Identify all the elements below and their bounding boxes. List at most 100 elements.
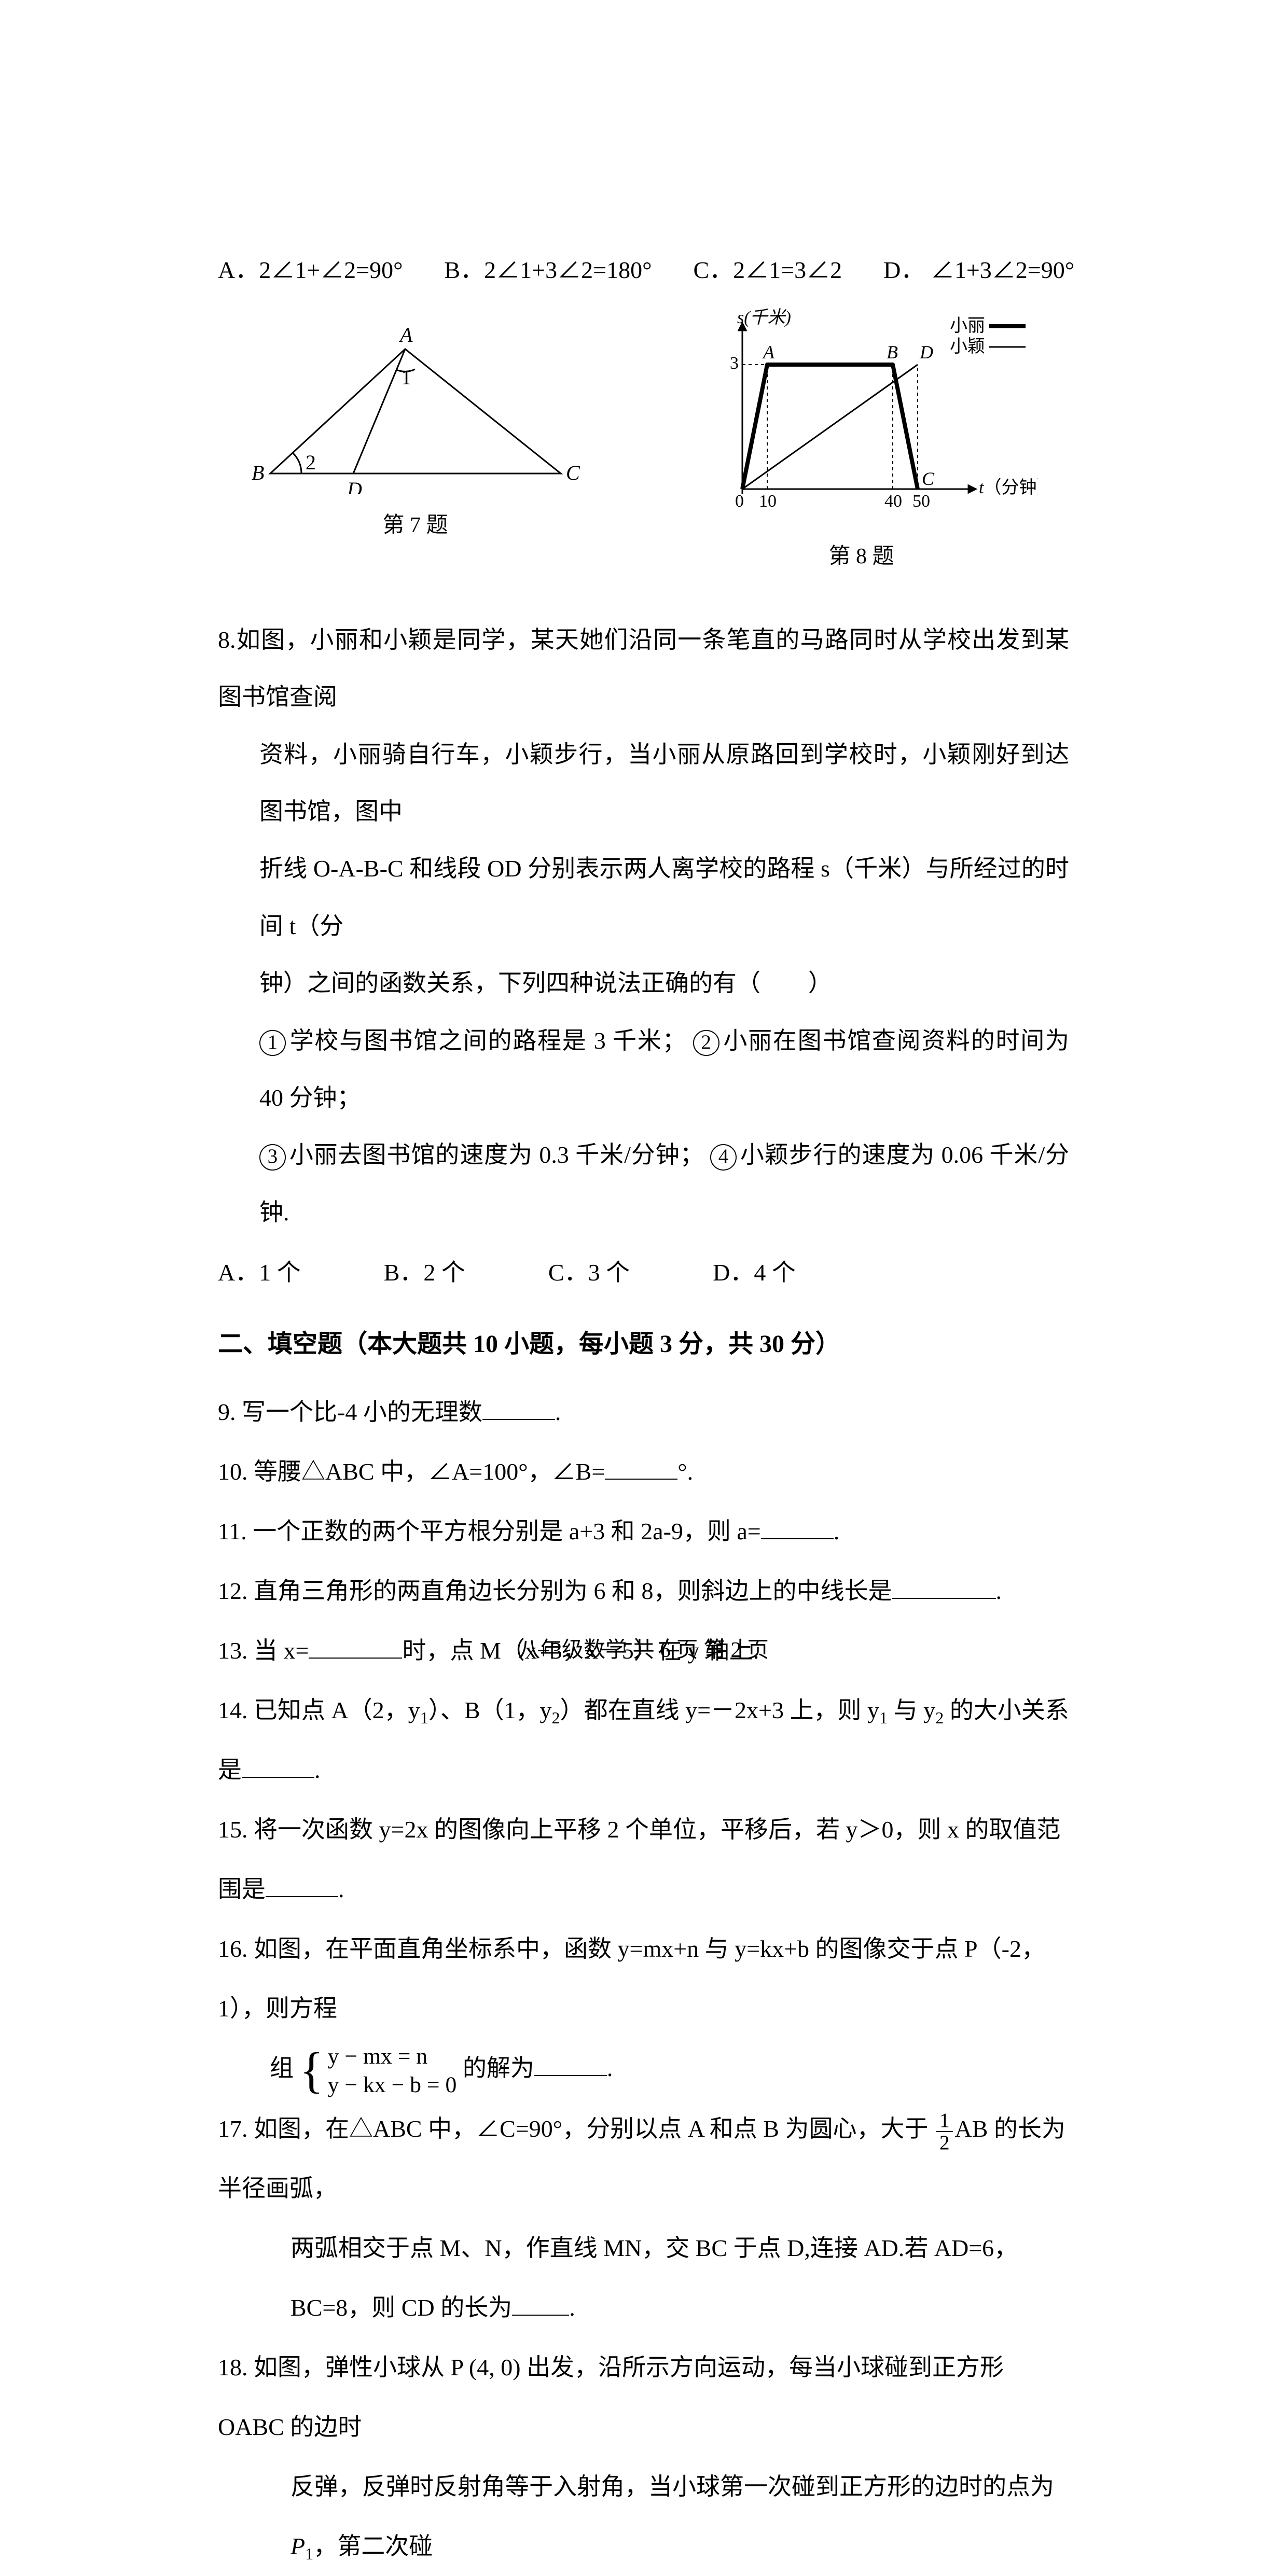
q14-c: ）都在直线 y=－2x+3 上，则 y [560, 1697, 879, 1723]
figures-row: A B C D 1 2 第 7 题 [218, 308, 1069, 570]
q8-chart: 0 10 40 50 3 A B D C s(千米) t（分钟） [685, 308, 1038, 525]
q8-s1: 学校与图书馆之间的路程是 3 千米； [289, 1027, 686, 1054]
svg-text:D: D [347, 478, 362, 494]
q8-options: A．1 个 B．2 个 C．3 个 D．4 个 [218, 1244, 1069, 1301]
q8-statements-34: 3小丽去图书馆的速度为 0.3 千米/分钟； 4小颖步行的速度为 0.06 千米… [218, 1126, 1069, 1241]
svg-text:50: 50 [912, 492, 930, 511]
q17-blank [512, 2289, 569, 2316]
q7-options: A．2∠1+∠2=90° B．2∠1+3∠2=180° C．2∠1=3∠2 D．… [218, 249, 1069, 292]
q11: 11. 一个正数的两个平方根分别是 a+3 和 2a-9，则 a=. [218, 1501, 1069, 1561]
q12: 12. 直角三角形的两直角边长分别为 6 和 8，则斜边上的中线长是. [218, 1561, 1069, 1621]
svg-text:A: A [398, 328, 413, 346]
q8-figure-wrap: 0 10 40 50 3 A B D C s(千米) t（分钟） [685, 308, 1038, 570]
page-footer: 八年级数学 共 6 页 第 2 页 [0, 1632, 1287, 1664]
q15-b: . [338, 1876, 344, 1902]
q14-b: ）、B（1，y [428, 1697, 552, 1723]
q17-a: 17. 如图，在△ABC 中，∠C=90°，分别以点 A 和点 B 为圆心，大于 [218, 2115, 934, 2142]
q14: 14. 已知点 A（2，y1）、B（1，y2）都在直线 y=－2x+3 上，则 … [218, 1680, 1069, 1800]
q8-s3: 小丽去图书馆的速度为 0.3 千米/分钟； [289, 1141, 704, 1168]
q16-prefix: 组 [270, 2055, 294, 2081]
q16-system: { y − mx = n y − kx − b = 0 [300, 2042, 457, 2099]
q10-a: 10. 等腰△ABC 中，∠A=100°，∠B= [218, 1458, 605, 1485]
svg-text:t（分钟）: t（分钟） [979, 478, 1038, 497]
section2-title: 二、填空题（本大题共 10 小题，每小题 3 分，共 30 分） [218, 1317, 1069, 1372]
sub-p1: 1 [305, 2544, 313, 2563]
circled-1: 1 [259, 1030, 286, 1056]
q15: 15. 将一次函数 y=2x 的图像向上平移 2 个单位，平移后，若 y＞0，则… [218, 1800, 1069, 1919]
q14-f: . [314, 1757, 321, 1783]
q8-option-c: C．3 个 [548, 1244, 630, 1301]
circled-4: 4 [710, 1144, 737, 1171]
q16-eq1: y − mx = n [328, 2042, 457, 2071]
q8-option-a: A．1 个 [218, 1244, 301, 1301]
svg-text:C: C [922, 468, 935, 489]
q12-b: . [996, 1578, 1002, 1604]
sub-2b: 2 [935, 1708, 944, 1727]
sub-2a: 2 [552, 1708, 560, 1727]
q8-statements-12: 1学校与图书馆之间的路程是 3 千米； 2小丽在图书馆查阅资料的时间为 40 分… [218, 1012, 1069, 1127]
circled-2: 2 [693, 1030, 719, 1056]
q12-blank [892, 1571, 996, 1599]
q7-option-d: D． ∠1+3∠2=90° [883, 249, 1074, 292]
q16-end: . [607, 2055, 613, 2081]
svg-text:40: 40 [884, 492, 902, 511]
q8-line4: 钟）之间的函数关系，下列四种说法正确的有（ ） [218, 955, 1069, 1012]
q8-line2: 资料，小丽骑自行车，小颖步行，当小丽从原路回到学校时，小颖刚好到达图书馆，图中 [218, 726, 1069, 841]
q9: 9. 写一个比-4 小的无理数. [218, 1382, 1069, 1442]
q10-blank [605, 1452, 677, 1480]
svg-text:D: D [919, 342, 933, 363]
q11-a: 11. 一个正数的两个平方根分别是 a+3 和 2a-9，则 a= [218, 1518, 761, 1544]
q10: 10. 等腰△ABC 中，∠A=100°，∠B= °. [218, 1442, 1069, 1501]
svg-text:3: 3 [730, 354, 739, 373]
q10-b: °. [677, 1458, 693, 1485]
q17-d: . [569, 2294, 575, 2321]
exam-page: A．2∠1+∠2=90° B．2∠1+3∠2=180° C．2∠1=3∠2 D．… [0, 0, 1287, 1819]
q8-option-d: D．4 个 [713, 1244, 796, 1301]
svg-text:10: 10 [759, 492, 777, 511]
svg-text:B: B [252, 461, 264, 484]
q11-blank [761, 1512, 834, 1539]
svg-text:0: 0 [735, 492, 744, 511]
q18: 18. 如图，弹性小球从 P (4, 0) 出发，沿所示方向运动，每当小球碰到正… [218, 2337, 1069, 2576]
svg-text:A: A [762, 342, 775, 363]
svg-text:2: 2 [306, 451, 316, 474]
q16-eq2: y − kx − b = 0 [328, 2071, 457, 2099]
q15-a: 15. 将一次函数 y=2x 的图像向上平移 2 个单位，平移后，若 y＞0，则… [218, 1816, 1060, 1902]
q7-figure-wrap: A B C D 1 2 第 7 题 [250, 328, 582, 570]
q18-p1: P [290, 2533, 305, 2559]
q18-a: 18. 如图，弹性小球从 P (4, 0) 出发，沿所示方向运动，每当小球碰到正… [218, 2354, 1004, 2440]
q7-option-c: C．2∠1=3∠2 [693, 249, 842, 292]
q18-c: ，第二次碰 [313, 2533, 433, 2559]
q7-caption: 第 7 题 [250, 507, 582, 539]
q12-a: 12. 直角三角形的两直角边长分别为 6 和 8，则斜边上的中线长是 [218, 1578, 892, 1604]
q8-option-b: B．2 个 [384, 1244, 465, 1301]
svg-text:小颖: 小颖 [950, 337, 985, 356]
q14-a: 14. 已知点 A（2，y [218, 1697, 420, 1723]
svg-text:小丽: 小丽 [950, 316, 985, 336]
q7-diagram: A B C D 1 2 [250, 328, 582, 494]
q14-d: 与 y [888, 1697, 935, 1723]
sub-1b: 1 [879, 1708, 888, 1727]
q17-c: 两弧相交于点 M、N，作直线 MN，交 BC 于点 D,连接 AD.若 AD=6… [290, 2235, 1018, 2321]
sub-1a: 1 [420, 1708, 428, 1727]
svg-text:B: B [887, 342, 898, 363]
svg-text:s(千米): s(千米) [737, 308, 791, 327]
fraction-half: 12 [936, 2110, 953, 2153]
q16-blank [534, 2049, 607, 2076]
q8-caption: 第 8 题 [685, 538, 1038, 570]
q9-end: . [555, 1399, 561, 1425]
q9-blank [482, 1393, 555, 1420]
q7-option-a: A．2∠1+∠2=90° [218, 249, 403, 292]
q9-text: 9. 写一个比-4 小的无理数 [218, 1399, 482, 1425]
q8-stem: 8.如图，小丽和小颖是同学，某天她们沿同一条笔直的马路同时从学校出发到某图书馆查… [218, 611, 1069, 1241]
svg-text:C: C [566, 461, 580, 484]
q16-a: 16. 如图，在平面直角坐标系中，函数 y=mx+n 与 y=kx+b 的图像交… [218, 1936, 1045, 2022]
q8-line1: 8.如图，小丽和小颖是同学，某天她们沿同一条笔直的马路同时从学校出发到某图书馆查… [218, 626, 1069, 710]
q18-b: 反弹，反弹时反射角等于入射角，当小球第一次碰到正方形的边时的点为 [290, 2473, 1054, 2500]
q14-blank [242, 1750, 314, 1778]
q11-b: . [834, 1518, 840, 1544]
q7-option-b: B．2∠1+3∠2=180° [445, 249, 652, 292]
circled-3: 3 [259, 1144, 286, 1171]
q17: 17. 如图，在△ABC 中，∠C=90°，分别以点 A 和点 B 为圆心，大于… [218, 2099, 1069, 2337]
left-brace-icon: { [300, 2048, 324, 2093]
